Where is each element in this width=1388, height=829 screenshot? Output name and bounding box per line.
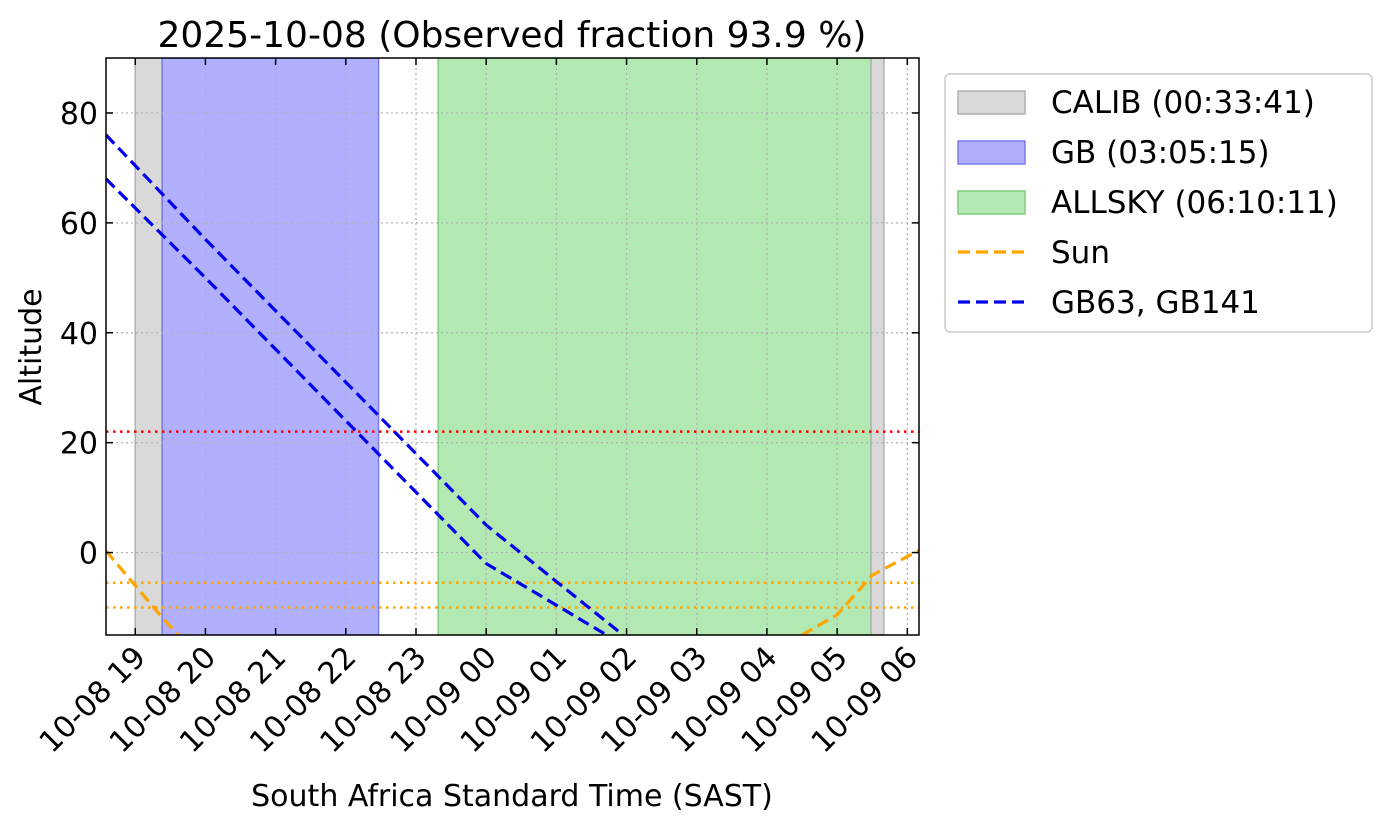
y-tick-label-1: 20 bbox=[60, 427, 98, 462]
series-gb141 bbox=[106, 177, 608, 635]
legend-label-4: GB63, GB141 bbox=[1051, 285, 1260, 321]
y-tick-label-3: 60 bbox=[60, 207, 98, 242]
legend: CALIB (00:33:41) GB (03:05:15) ALLSKY (06:… bbox=[944, 73, 1373, 333]
y-tick-label-4: 80 bbox=[60, 97, 98, 132]
y-tick-label-0: 0 bbox=[79, 537, 98, 572]
series-sun bbox=[106, 549, 180, 635]
legend-swatch-1 bbox=[957, 140, 1026, 165]
legend-label-2: ALLSKY (06:10:11) bbox=[1051, 185, 1338, 221]
legend-swatch-0 bbox=[957, 90, 1026, 115]
legend-swatch-2 bbox=[957, 190, 1026, 215]
legend-label-1: GB (03:05:15) bbox=[1051, 135, 1270, 171]
span-calib-0 bbox=[134, 58, 163, 635]
span-allsky-2 bbox=[437, 58, 872, 635]
series-sun-morning bbox=[801, 548, 919, 635]
chart-title: 2025-10-08 (Observed fraction 93.9 %) bbox=[158, 15, 867, 56]
legend-frame bbox=[944, 73, 1373, 333]
legend-label-3: Sun bbox=[1051, 235, 1110, 271]
series-gb63 bbox=[106, 133, 625, 635]
span-calib-3 bbox=[870, 58, 885, 635]
y-tick-label-2: 40 bbox=[60, 317, 98, 352]
y-axis-label: Altitude bbox=[14, 288, 49, 405]
legend-label-0: CALIB (00:33:41) bbox=[1051, 85, 1315, 121]
span-gb-1 bbox=[161, 58, 380, 635]
x-axis-label: South Africa Standard Time (SAST) bbox=[251, 779, 773, 814]
plot-frame bbox=[105, 57, 920, 636]
